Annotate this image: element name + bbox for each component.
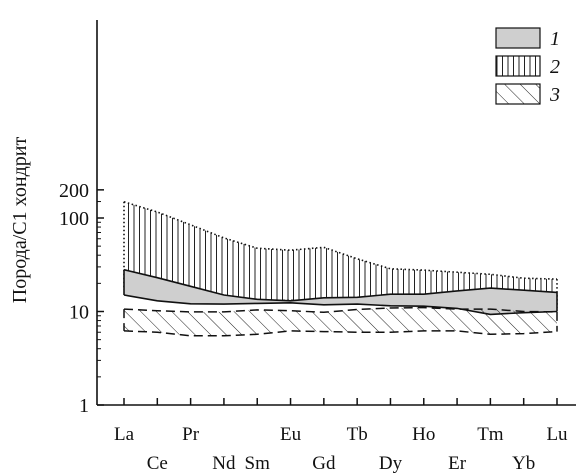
y-tick-label: 1 <box>79 395 89 417</box>
legend-swatch-3 <box>495 83 541 105</box>
series-3-band <box>124 307 557 336</box>
x-tick-label-tb: Tb <box>347 424 368 445</box>
legend-label-3: 3 <box>549 84 560 106</box>
legend-label-1: 1 <box>550 28 560 50</box>
x-tick-label-sm: Sm <box>245 453 271 474</box>
x-tick-label-ho: Ho <box>412 424 435 445</box>
legend: 1 2 3 <box>495 27 560 106</box>
y-axis-label: Порода/С1 хондрит <box>9 137 31 304</box>
legend-swatch-1 <box>495 27 541 49</box>
y-ticks: 1 10 100 200 <box>59 180 104 417</box>
x-tick-label-nd: Nd <box>212 453 236 474</box>
plot-area <box>123 201 558 337</box>
x-ticks: La Ce Pr Nd Sm Eu Gd Tb Dy Ho Er Tm Yb Lu <box>114 398 568 474</box>
x-tick-label-dy: Dy <box>379 453 403 474</box>
y-tick-label: 100 <box>59 208 89 230</box>
x-tick-label-yb: Yb <box>512 453 535 474</box>
legend-label-2: 2 <box>550 56 560 78</box>
x-tick-label-pr: Pr <box>182 424 200 445</box>
series-2-band <box>124 201 557 308</box>
y-tick-label: 200 <box>59 180 89 202</box>
x-tick-label-eu: Eu <box>280 424 302 445</box>
x-tick-label-er: Er <box>448 453 467 474</box>
y-tick-label: 10 <box>69 302 89 324</box>
series-3-upper-line <box>123 306 558 314</box>
series-2-upper-line <box>123 201 558 280</box>
x-tick-label-la: La <box>114 424 135 445</box>
series-1-upper-line <box>123 268 558 302</box>
series-3-lower-line <box>123 330 558 337</box>
legend-swatch-2 <box>495 55 541 77</box>
x-tick-label-gd: Gd <box>312 453 336 474</box>
x-tick-label-ce: Ce <box>147 453 168 474</box>
x-tick-label-lu: Lu <box>546 424 568 445</box>
x-tick-label-tm: Tm <box>477 424 504 445</box>
